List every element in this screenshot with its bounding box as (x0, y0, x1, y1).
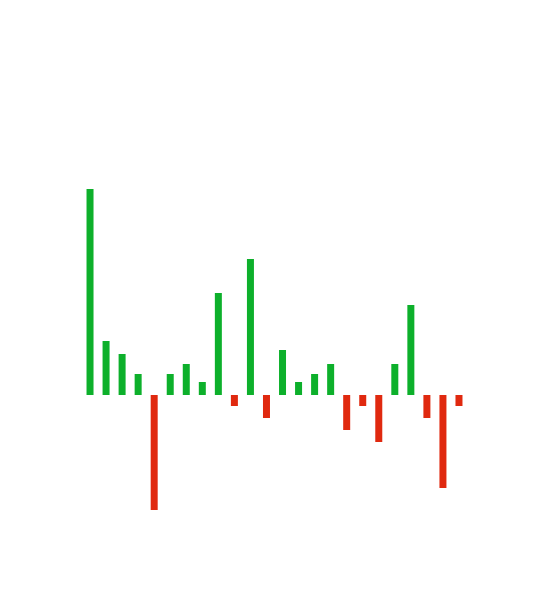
bar (134, 374, 142, 395)
bar (375, 395, 383, 442)
bar (279, 350, 287, 395)
bar (166, 374, 174, 395)
bar (439, 395, 447, 488)
bar (214, 293, 222, 395)
bar (86, 189, 94, 395)
bar (230, 395, 238, 406)
bar (423, 395, 431, 418)
bar (102, 341, 110, 395)
bar (407, 305, 415, 395)
bar (118, 354, 126, 395)
bar (311, 374, 319, 395)
bar (295, 382, 303, 395)
bar (343, 395, 351, 430)
bar (327, 364, 335, 395)
bar (246, 259, 254, 395)
bar (182, 364, 190, 395)
bar (455, 395, 463, 406)
bar (198, 382, 206, 395)
bar (359, 395, 367, 406)
bar (150, 395, 158, 510)
bar (262, 395, 270, 418)
bar (391, 364, 399, 395)
